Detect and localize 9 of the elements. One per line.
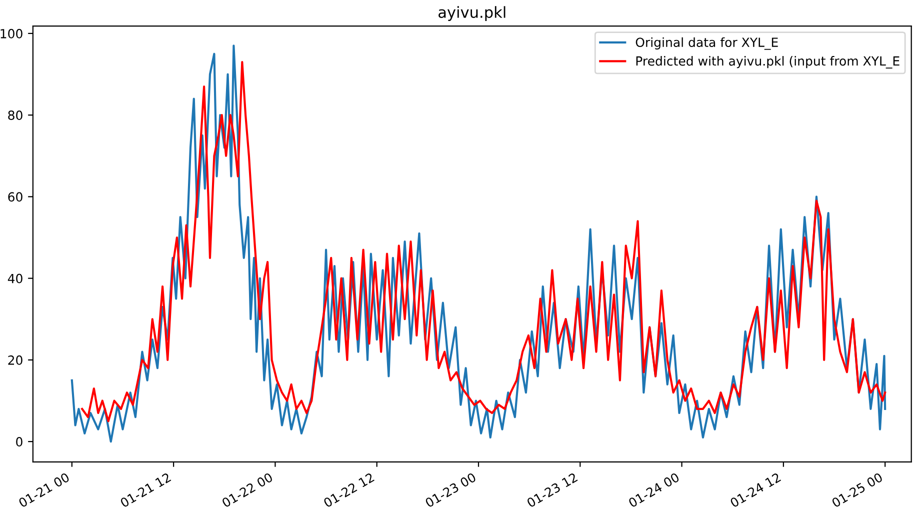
legend-label: Original data for XYL_E — [636, 37, 778, 50]
y-tick-label: 80 — [8, 110, 22, 120]
legend-label: Predicted with ayivu.pkl (input from XYL_E — [636, 56, 900, 68]
chart-title: ayivu.pkl — [438, 6, 506, 21]
y-tick-label: 40 — [8, 274, 22, 284]
y-tick-label: 0 — [16, 437, 22, 446]
y-tick-label: 60 — [8, 192, 22, 202]
y-tick-label: 20 — [8, 355, 22, 365]
y-tick-label: 100 — [0, 28, 22, 38]
